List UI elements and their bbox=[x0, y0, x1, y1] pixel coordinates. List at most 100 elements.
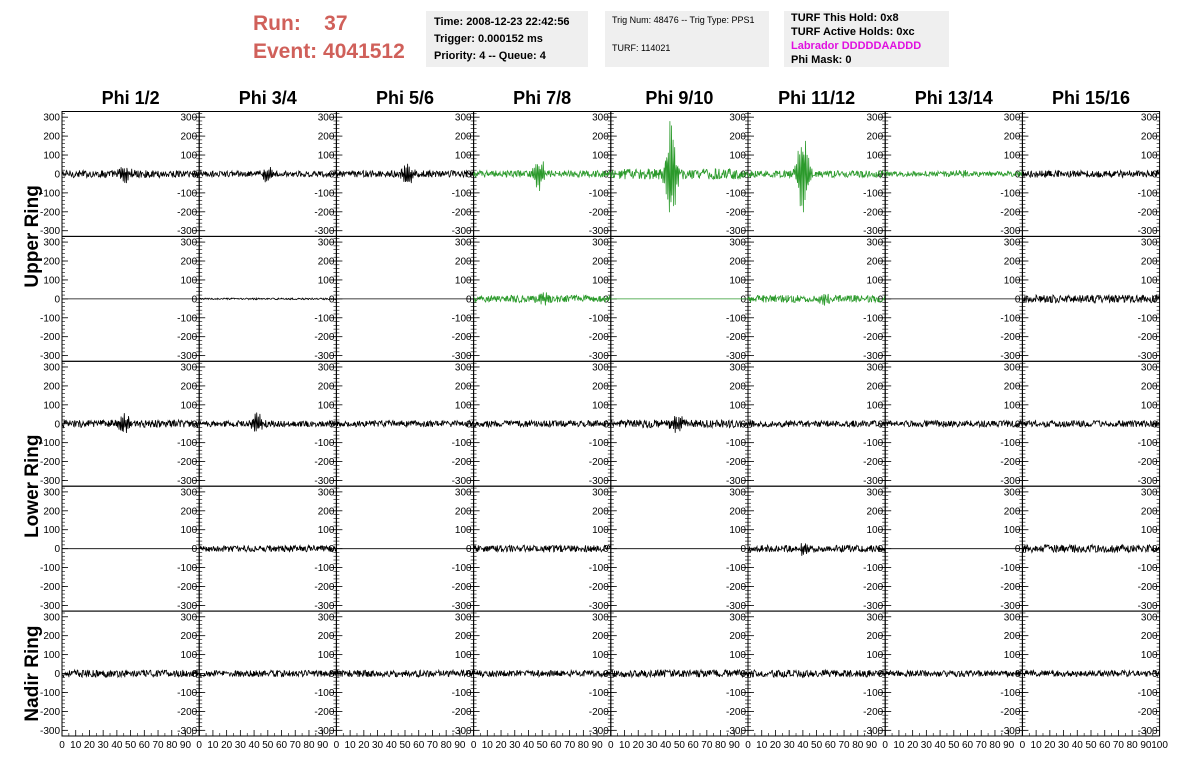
y-tick-label: -300 bbox=[177, 351, 197, 362]
y-tick-label: -100 bbox=[1138, 188, 1158, 199]
run-row: Run: 37 bbox=[253, 10, 423, 38]
event-row: Event: 4041512 bbox=[253, 38, 423, 66]
y-tick-label: 100 bbox=[1004, 151, 1021, 162]
waveform-line bbox=[1022, 293, 1160, 304]
y-tick-label: 100 bbox=[729, 275, 746, 286]
y-tick-label: 200 bbox=[181, 257, 198, 268]
y-tick-label: 0 bbox=[329, 169, 335, 180]
y-tick-label: 300 bbox=[455, 113, 472, 124]
y-tick-label: 200 bbox=[1141, 257, 1158, 268]
phi-mask-text: Phi Mask: 0 bbox=[791, 54, 852, 66]
y-tick-label: -300 bbox=[726, 476, 746, 487]
y-tick-label: -300 bbox=[726, 726, 746, 737]
y-tick-label: -100 bbox=[452, 563, 472, 574]
y-tick-label: -300 bbox=[863, 226, 883, 237]
y-tick-label: 200 bbox=[729, 132, 746, 143]
x-tick-label: 0 bbox=[1020, 740, 1026, 751]
y-tick-label: 100 bbox=[729, 650, 746, 661]
y-tick-label: 200 bbox=[181, 381, 198, 392]
y-tick-label: -100 bbox=[1000, 563, 1020, 574]
run-event-block: Run: 37 Event: 4041512 bbox=[253, 10, 423, 66]
y-tick-label: -200 bbox=[726, 707, 746, 718]
y-tick-label: -100 bbox=[726, 688, 746, 699]
y-tick-label: 300 bbox=[1141, 612, 1158, 623]
y-tick-label: 200 bbox=[729, 257, 746, 268]
y-tick-label: -200 bbox=[1138, 582, 1158, 593]
y-tick-label: -300 bbox=[314, 476, 334, 487]
y-tick-label: -100 bbox=[1000, 438, 1020, 449]
y-tick-label: 100 bbox=[181, 400, 198, 411]
y-tick-label: 200 bbox=[455, 257, 472, 268]
y-tick-label: -200 bbox=[40, 582, 60, 593]
y-tick-label: 100 bbox=[1141, 151, 1158, 162]
y-tick-label: -100 bbox=[589, 438, 609, 449]
waveform-line bbox=[336, 419, 474, 429]
y-tick-label: -300 bbox=[1138, 351, 1158, 362]
y-tick-label: -100 bbox=[589, 563, 609, 574]
y-tick-label: 0 bbox=[54, 294, 60, 305]
y-tick-label: 100 bbox=[867, 400, 884, 411]
y-tick-label: 100 bbox=[1141, 650, 1158, 661]
x-tick-label: 40 bbox=[249, 740, 261, 751]
column-header: Phi 15/16 bbox=[1052, 88, 1130, 108]
y-tick-label: 300 bbox=[867, 238, 884, 249]
y-tick-label: 100 bbox=[455, 650, 472, 661]
x-tick-label: 50 bbox=[537, 740, 549, 751]
column-header: Phi 3/4 bbox=[239, 88, 297, 108]
x-tick-label: 30 bbox=[1058, 740, 1070, 751]
y-tick-label: 300 bbox=[43, 362, 60, 373]
y-tick-label: -100 bbox=[1138, 438, 1158, 449]
y-tick-label: -300 bbox=[314, 351, 334, 362]
y-tick-label: -300 bbox=[1000, 601, 1020, 612]
y-tick-label: -200 bbox=[452, 332, 472, 343]
y-tick-label: -200 bbox=[863, 707, 883, 718]
y-tick-label: -200 bbox=[726, 582, 746, 593]
y-tick-label: 100 bbox=[867, 525, 884, 536]
x-tick-label: 80 bbox=[166, 740, 178, 751]
waveform-line bbox=[61, 167, 200, 184]
x-tick-label: 20 bbox=[770, 740, 782, 751]
y-tick-label: 300 bbox=[1141, 238, 1158, 249]
y-tick-label: 300 bbox=[43, 612, 60, 623]
y-tick-label: -300 bbox=[40, 226, 60, 237]
y-tick-label: 0 bbox=[192, 294, 198, 305]
y-tick-label: -100 bbox=[452, 688, 472, 699]
x-tick-label: 60 bbox=[825, 740, 837, 751]
x-tick-label: 10 bbox=[893, 740, 905, 751]
waveform-line bbox=[610, 121, 749, 213]
waveform-line bbox=[198, 412, 337, 432]
x-tick-label: 30 bbox=[509, 740, 521, 751]
y-tick-label: -100 bbox=[1000, 188, 1020, 199]
y-tick-label: -200 bbox=[40, 707, 60, 718]
trigger-text: Trigger: 0.000152 ms bbox=[434, 33, 543, 45]
y-tick-label: 200 bbox=[455, 506, 472, 517]
y-tick-label: -100 bbox=[314, 313, 334, 324]
event-label: Event: bbox=[253, 40, 318, 63]
waveform-line bbox=[1022, 419, 1160, 429]
y-tick-label: 0 bbox=[329, 669, 335, 680]
y-tick-label: 100 bbox=[181, 151, 198, 162]
y-tick-label: 100 bbox=[318, 400, 335, 411]
x-tick-label: 90 bbox=[454, 740, 466, 751]
turf-this-hold-text: TURF This Hold: 0x8 bbox=[791, 12, 899, 24]
y-tick-label: 300 bbox=[592, 238, 609, 249]
y-tick-label: 300 bbox=[729, 487, 746, 498]
y-tick-label: 200 bbox=[181, 132, 198, 143]
y-tick-label: 300 bbox=[43, 487, 60, 498]
y-tick-label: -100 bbox=[314, 563, 334, 574]
waveform-line bbox=[884, 669, 1023, 679]
waveform-line bbox=[473, 161, 611, 192]
y-tick-label: 100 bbox=[455, 275, 472, 286]
x-tick-label: 80 bbox=[1127, 740, 1139, 751]
y-tick-label: 0 bbox=[466, 544, 472, 555]
y-tick-label: 0 bbox=[1152, 669, 1158, 680]
trigger-info-box: Time: 2008-12-23 22:42:56 Trigger: 0.000… bbox=[426, 11, 588, 67]
y-tick-label: 200 bbox=[729, 631, 746, 642]
y-tick-label: -300 bbox=[1138, 601, 1158, 612]
y-tick-label: -100 bbox=[589, 688, 609, 699]
y-tick-label: 300 bbox=[729, 362, 746, 373]
y-tick-label: -300 bbox=[726, 351, 746, 362]
y-tick-label: 200 bbox=[181, 631, 198, 642]
y-tick-label: 200 bbox=[1141, 631, 1158, 642]
